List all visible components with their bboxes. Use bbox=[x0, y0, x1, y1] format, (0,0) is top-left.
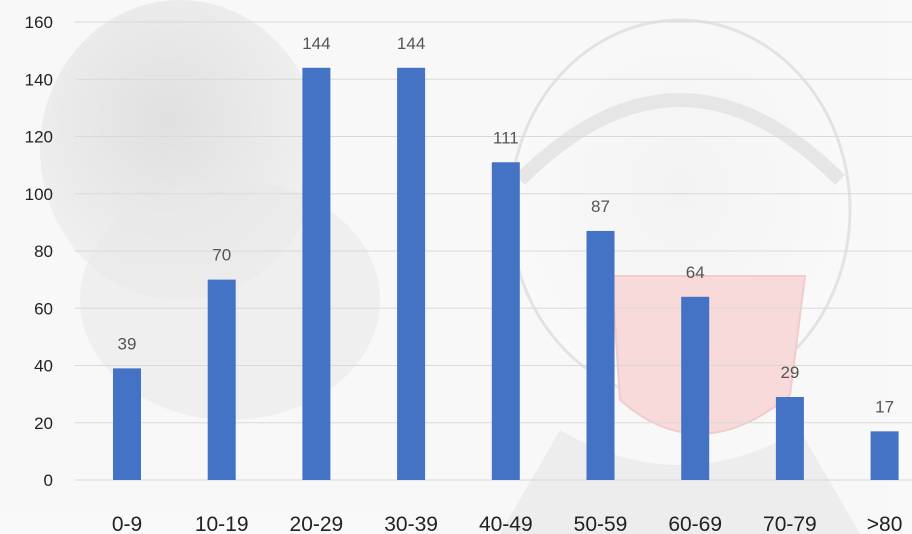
y-tick-label-0: 0 bbox=[44, 471, 53, 490]
x-tick-label-20-29: 20-29 bbox=[290, 513, 344, 534]
data-label-30-39: 144 bbox=[397, 34, 425, 53]
bar->80 bbox=[870, 431, 899, 480]
bar-70-79 bbox=[775, 396, 804, 480]
x-tick-label-30-39: 30-39 bbox=[384, 513, 438, 534]
data-label-20-29: 144 bbox=[302, 34, 330, 53]
x-tick-label->80: >80 bbox=[867, 513, 903, 534]
data-labels: 39 70 144 144 111 87 64 29 17 bbox=[118, 34, 895, 417]
x-tick-label-60-69: 60-69 bbox=[668, 513, 722, 534]
data-label-10-19: 70 bbox=[212, 246, 231, 265]
bars bbox=[113, 67, 899, 481]
data-label-50-59: 87 bbox=[591, 197, 610, 216]
data-label-0-9: 39 bbox=[118, 334, 137, 353]
data-label-70-79: 29 bbox=[780, 363, 799, 382]
x-tick-label-40-49: 40-49 bbox=[479, 513, 533, 534]
bar-50-59 bbox=[586, 230, 615, 480]
data-label-40-49: 111 bbox=[493, 128, 519, 147]
y-tick-label-120: 120 bbox=[25, 128, 53, 147]
data-label->80: 17 bbox=[875, 397, 894, 416]
y-tick-label-40: 40 bbox=[34, 357, 53, 376]
y-tick-label-20: 20 bbox=[34, 414, 53, 433]
bar-40-49 bbox=[491, 162, 520, 480]
bar-20-29 bbox=[302, 67, 331, 481]
y-tick-label-80: 80 bbox=[34, 242, 53, 261]
x-axis: 0-9 10-19 20-29 30-39 40-49 50-59 60-69 70-79 >8… bbox=[112, 513, 903, 534]
bar-30-39 bbox=[397, 67, 426, 481]
y-tick-label-140: 140 bbox=[25, 70, 53, 89]
y-axis: 0 20 40 60 80 100 120 140 160 bbox=[25, 13, 53, 490]
y-tick-label-60: 60 bbox=[34, 299, 53, 318]
x-tick-label-0-9: 0-9 bbox=[112, 513, 142, 534]
x-tick-label-10-19: 10-19 bbox=[195, 513, 249, 534]
bar-60-69 bbox=[681, 296, 710, 480]
bar-10-19 bbox=[207, 279, 236, 480]
y-tick-label-100: 100 bbox=[25, 185, 53, 204]
bar-0-9 bbox=[113, 368, 141, 480]
x-tick-label-70-79: 70-79 bbox=[763, 513, 817, 534]
x-tick-label-50-59: 50-59 bbox=[574, 513, 628, 534]
y-tick-label-160: 160 bbox=[25, 13, 53, 32]
data-label-60-69: 64 bbox=[686, 263, 705, 282]
